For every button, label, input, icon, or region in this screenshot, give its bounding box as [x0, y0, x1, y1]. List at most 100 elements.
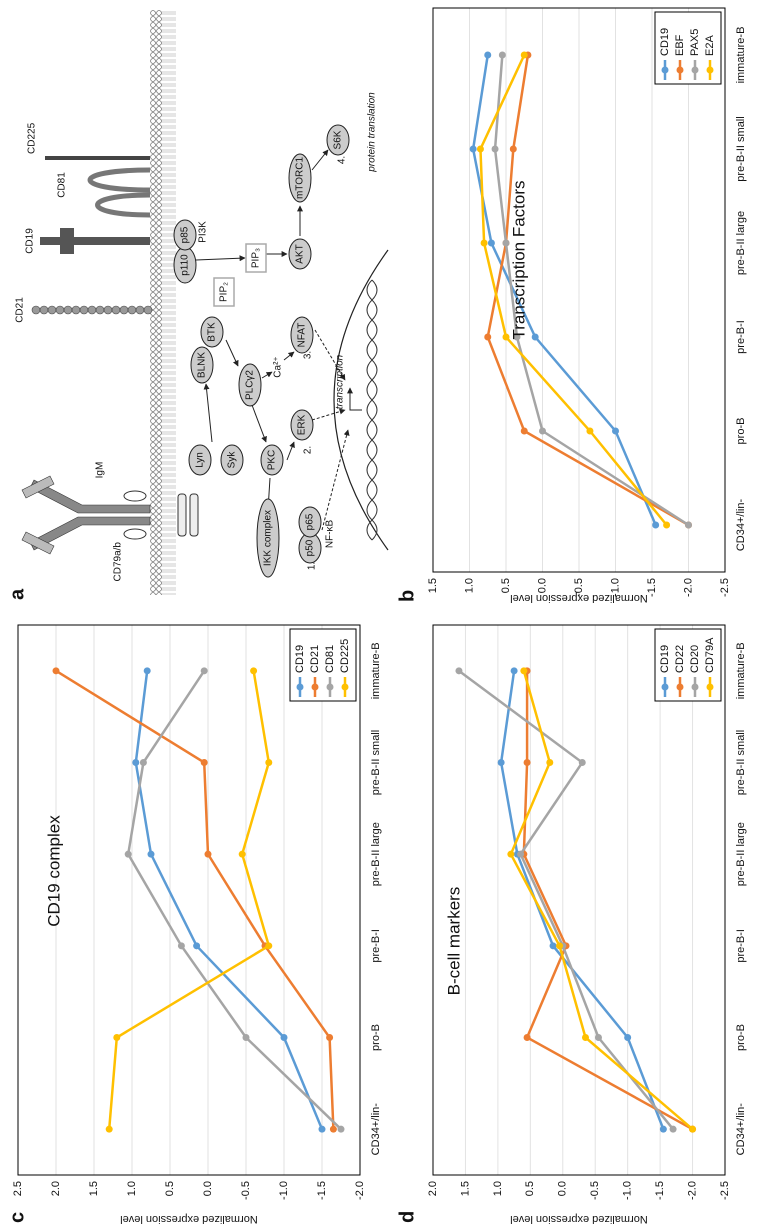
y-tick-label: 0.5: [524, 1181, 536, 1196]
point: [550, 942, 557, 949]
node-label: CD19: [25, 228, 36, 254]
cd81: [90, 170, 150, 215]
point: [503, 240, 510, 247]
point: [484, 334, 491, 341]
y-tick-label: 0.0: [202, 1181, 214, 1196]
node-label: PIP₂: [219, 282, 230, 302]
y-tick-label: 1.5: [459, 1181, 471, 1196]
node-label: ERK: [297, 414, 308, 435]
legend-dot: [297, 684, 304, 691]
legend-dot: [677, 67, 684, 74]
y-tick-label: 1.0: [126, 1181, 138, 1196]
node-label: NF-κB: [325, 520, 336, 549]
chart-panel: -2.0-1.5-1.0-0.50.00.51.01.52.02.5CD34+/…: [6, 625, 382, 1225]
point: [132, 759, 139, 766]
node-label: 2.: [303, 446, 314, 454]
y-tick-label: 1.5: [427, 578, 439, 593]
y-tick-label: -2.0: [686, 1181, 698, 1200]
point: [148, 851, 155, 858]
legend-label: CD19: [659, 28, 671, 56]
chart-title: Transcription Factors: [509, 180, 528, 339]
x-tick-label: CD34+/lin-: [735, 499, 747, 552]
point: [685, 522, 692, 529]
point: [205, 851, 212, 858]
node-label: PIP₃: [251, 248, 262, 268]
cd21-bead: [136, 306, 144, 314]
legend-dot: [312, 684, 319, 691]
point: [532, 334, 539, 341]
point: [125, 851, 132, 858]
x-tick-label: CD34+/lin-: [370, 1103, 382, 1156]
point: [586, 428, 593, 435]
node-label: 4.: [337, 156, 348, 164]
x-tick-label: pro-B: [735, 1024, 747, 1051]
point: [582, 1034, 589, 1041]
x-tick-label: pre-B-II small: [735, 116, 747, 181]
legend-label: CD19: [294, 645, 306, 673]
node-label: 3.: [303, 351, 314, 359]
point: [326, 1034, 333, 1041]
point: [492, 146, 499, 153]
plot-frame: [18, 625, 360, 1175]
point: [546, 759, 553, 766]
cd21-bead: [80, 306, 88, 314]
y-tick-label: -2.0: [682, 578, 694, 597]
series-line: [128, 671, 341, 1129]
x-tick-label: pre-B-II large: [370, 822, 382, 886]
legend-label: CD225: [339, 639, 351, 673]
membrane: [150, 10, 176, 595]
series-line: [480, 55, 666, 525]
y-tick-label: 2.0: [427, 1181, 439, 1196]
legend-label: EBF: [674, 34, 686, 56]
x-tick-label: pro-B: [370, 1024, 382, 1051]
cd21-bead: [64, 306, 72, 314]
y-tick-label: 2.5: [12, 1181, 24, 1196]
legend-label: CD20: [689, 645, 701, 673]
node-label: p110: [180, 254, 191, 276]
point: [511, 667, 518, 674]
point: [243, 1034, 250, 1041]
point: [265, 942, 272, 949]
node-label: transcription: [335, 354, 346, 409]
x-tick-label: pre-B-II large: [735, 822, 747, 886]
series-line: [511, 671, 693, 1129]
legend-label: CD81: [324, 645, 336, 673]
node-label: p50: [305, 539, 316, 556]
cd79-tail: [178, 494, 186, 536]
point: [510, 146, 517, 153]
point: [498, 759, 505, 766]
point: [520, 667, 527, 674]
x-tick-label: immature-B: [735, 642, 747, 699]
node-label: CD21: [15, 297, 26, 323]
node-label: 1.: [307, 562, 318, 570]
arrow: [312, 150, 328, 170]
x-tick-label: immature-B: [735, 27, 747, 84]
point: [521, 428, 528, 435]
point: [281, 1034, 288, 1041]
arrow: [226, 340, 238, 366]
legend-label: CD21: [309, 645, 321, 673]
legend-label: CD22: [674, 645, 686, 673]
legend-label: CD19: [659, 645, 671, 673]
node-label: AKT: [295, 244, 306, 263]
point: [503, 334, 510, 341]
chart-title: CD19 complex: [44, 815, 63, 927]
node-label: PI3K: [198, 221, 209, 243]
arrow: [252, 405, 266, 442]
y-axis-title: Normalized expression level: [510, 1213, 648, 1225]
x-tick-label: pro-B: [735, 418, 747, 445]
cd21-bead: [32, 306, 40, 314]
node-label: S6K: [333, 130, 344, 149]
point: [595, 1034, 602, 1041]
x-tick-label: immature-B: [370, 642, 382, 699]
y-tick-label: 0.0: [536, 578, 548, 593]
point: [455, 667, 462, 674]
arrow: [284, 352, 294, 360]
point: [481, 240, 488, 247]
point: [53, 667, 60, 674]
node-label: CD81: [57, 172, 68, 198]
point: [484, 52, 491, 59]
cd79a: [124, 529, 146, 539]
point: [470, 146, 477, 153]
